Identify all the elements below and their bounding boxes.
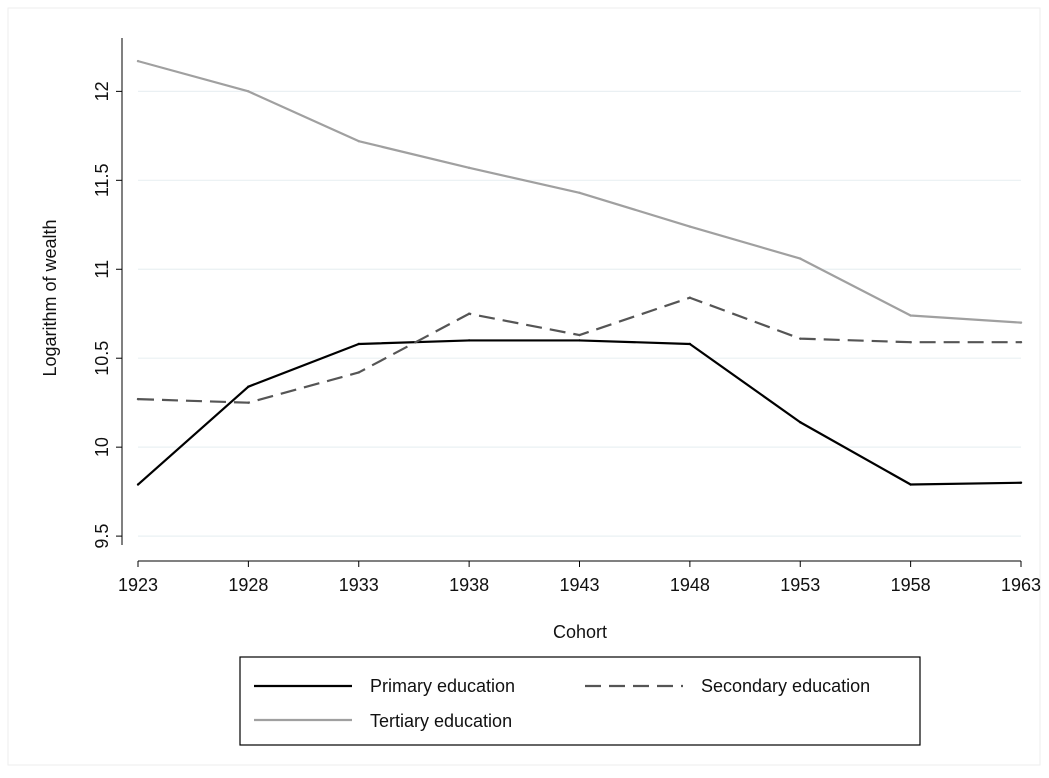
data-point-primary-education [247, 385, 250, 388]
legend-label-secondary: Secondary education [701, 676, 870, 696]
x-tick-label: 1963 [1001, 575, 1041, 595]
data-point-primary-education [136, 483, 140, 486]
y-axis-title: Logarithm of wealth [40, 219, 60, 376]
data-point-tertiary-education [357, 139, 360, 143]
legend: Primary education Secondary education Te… [239, 656, 921, 746]
x-tick-label: 1943 [559, 575, 599, 595]
legend-label-tertiary: Tertiary education [370, 711, 512, 731]
x-tick-label: 1958 [891, 575, 931, 595]
y-tick-label: 11.5 [92, 163, 112, 197]
y-tick-label: 10.5 [92, 341, 112, 376]
y-tick-label: 9.5 [92, 524, 112, 549]
axes: 9.5 10 10.5 11 11.5 12 1923 1928 1933 1938 1943 194… [92, 38, 1041, 595]
data-point-secondary-education [1019, 341, 1023, 344]
series-lines [136, 59, 1023, 486]
data-point-primary-education [467, 339, 471, 342]
data-point-primary-education [799, 421, 802, 424]
data-point-tertiary-education [1019, 321, 1023, 324]
data-point-primary-education [357, 342, 360, 346]
legend-label-primary: Primary education [370, 676, 515, 696]
y-tick-label: 10 [92, 437, 112, 457]
x-tick-label: 1928 [228, 575, 268, 595]
x-tick-label: 1933 [339, 575, 379, 595]
legend-box [239, 656, 921, 746]
y-tick-label: 11 [92, 260, 112, 279]
data-point-tertiary-education [136, 59, 140, 63]
data-point-tertiary-education [247, 90, 250, 93]
data-point-secondary-education [578, 333, 581, 337]
data-point-tertiary-education [909, 314, 912, 317]
data-point-tertiary-education [799, 257, 802, 260]
data-point-secondary-education [467, 312, 471, 315]
data-point-tertiary-education [688, 225, 692, 228]
y-tick-label: 12 [92, 81, 112, 101]
data-point-secondary-education [909, 341, 912, 344]
x-tick-label: 1948 [670, 575, 710, 595]
x-axis-title: Cohort [553, 622, 607, 642]
data-point-primary-education [578, 339, 581, 342]
x-tick-label: 1938 [449, 575, 489, 595]
data-point-secondary-education [799, 337, 802, 340]
x-tick-label: 1923 [118, 575, 158, 595]
grid-lines [138, 90, 1021, 537]
data-point-tertiary-education [578, 191, 581, 194]
data-point-secondary-education [247, 401, 250, 404]
data-point-primary-education [909, 483, 912, 486]
data-point-secondary-education [688, 296, 692, 299]
x-tick-label: 1953 [780, 575, 820, 595]
outer-frame [7, 7, 1041, 766]
data-point-secondary-education [357, 371, 360, 374]
data-point-primary-education [1019, 481, 1023, 484]
data-point-secondary-education [136, 397, 140, 401]
data-point-primary-education [688, 342, 692, 346]
data-point-tertiary-education [467, 166, 471, 170]
